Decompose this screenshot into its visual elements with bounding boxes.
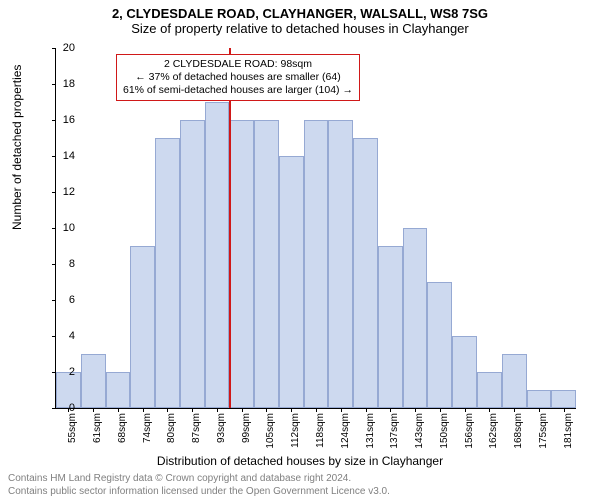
bar — [328, 120, 353, 408]
bar — [205, 102, 230, 408]
x-tick-label: 162sqm — [488, 413, 499, 461]
y-tick-mark — [52, 120, 56, 121]
x-tick-mark — [366, 408, 367, 412]
x-tick-mark — [440, 408, 441, 412]
x-tick-label: 80sqm — [166, 413, 177, 461]
bar — [378, 246, 403, 408]
y-tick-mark — [52, 372, 56, 373]
bar — [130, 246, 155, 408]
annotation-line2: ← 37% of detached houses are smaller (64… — [123, 71, 353, 84]
y-tick-label: 12 — [63, 186, 75, 198]
annotation-line3: 61% of semi-detached houses are larger (… — [123, 84, 353, 97]
y-tick-mark — [52, 84, 56, 85]
x-tick-label: 99sqm — [241, 413, 252, 461]
y-tick-mark — [52, 300, 56, 301]
y-tick-mark — [52, 228, 56, 229]
y-tick-label: 16 — [63, 114, 75, 126]
chart-area: 2 CLYDESDALE ROAD: 98sqm ← 37% of detach… — [55, 48, 575, 408]
bar — [155, 138, 180, 408]
footer-line2: Contains public sector information licen… — [8, 486, 390, 499]
bar — [551, 390, 576, 408]
bar — [279, 156, 304, 408]
y-tick-mark — [52, 192, 56, 193]
x-tick-mark — [291, 408, 292, 412]
x-tick-label: 112sqm — [290, 413, 301, 461]
y-tick-mark — [52, 264, 56, 265]
annotation-box: 2 CLYDESDALE ROAD: 98sqm ← 37% of detach… — [116, 54, 360, 101]
x-tick-label: 150sqm — [439, 413, 450, 461]
y-tick-label: 8 — [69, 258, 75, 270]
x-tick-label: 131sqm — [365, 413, 376, 461]
footer-line1: Contains HM Land Registry data © Crown c… — [8, 473, 390, 486]
y-tick-label: 4 — [69, 330, 75, 342]
bar — [81, 354, 106, 408]
x-tick-label: 181sqm — [563, 413, 574, 461]
bar — [106, 372, 131, 408]
bar — [452, 336, 477, 408]
x-tick-mark — [118, 408, 119, 412]
x-tick-label: 118sqm — [315, 413, 326, 461]
marker-line — [229, 48, 231, 408]
y-tick-label: 10 — [63, 222, 75, 234]
x-tick-label: 74sqm — [142, 413, 153, 461]
y-tick-label: 6 — [69, 294, 75, 306]
x-tick-label: 87sqm — [191, 413, 202, 461]
x-tick-mark — [217, 408, 218, 412]
y-tick-label: 20 — [63, 42, 75, 54]
bar — [353, 138, 378, 408]
bar — [527, 390, 552, 408]
y-axis-label: Number of detached properties — [10, 65, 24, 230]
bar — [304, 120, 329, 408]
bar — [477, 372, 502, 408]
bar — [427, 282, 452, 408]
x-tick-label: 124sqm — [340, 413, 351, 461]
x-tick-mark — [167, 408, 168, 412]
x-tick-label: 105sqm — [265, 413, 276, 461]
plot: 2 CLYDESDALE ROAD: 98sqm ← 37% of detach… — [55, 48, 576, 409]
x-tick-mark — [143, 408, 144, 412]
bar — [403, 228, 428, 408]
y-tick-mark — [52, 48, 56, 49]
y-tick-mark — [52, 336, 56, 337]
bar — [254, 120, 279, 408]
x-tick-mark — [192, 408, 193, 412]
y-tick-mark — [52, 408, 56, 409]
x-tick-mark — [390, 408, 391, 412]
x-tick-mark — [242, 408, 243, 412]
x-tick-label: 61sqm — [92, 413, 103, 461]
x-tick-mark — [415, 408, 416, 412]
y-tick-label: 14 — [63, 150, 75, 162]
bars-container — [56, 48, 576, 408]
x-tick-mark — [93, 408, 94, 412]
y-tick-mark — [52, 156, 56, 157]
x-tick-label: 175sqm — [538, 413, 549, 461]
bar — [229, 120, 254, 408]
bar — [502, 354, 527, 408]
y-tick-label: 18 — [63, 78, 75, 90]
x-tick-label: 93sqm — [216, 413, 227, 461]
x-tick-mark — [539, 408, 540, 412]
x-tick-mark — [266, 408, 267, 412]
x-tick-mark — [514, 408, 515, 412]
x-tick-mark — [316, 408, 317, 412]
x-tick-label: 143sqm — [414, 413, 425, 461]
x-tick-mark — [341, 408, 342, 412]
x-tick-label: 55sqm — [67, 413, 78, 461]
page-title: 2, CLYDESDALE ROAD, CLAYHANGER, WALSALL,… — [0, 0, 600, 21]
x-tick-label: 168sqm — [513, 413, 524, 461]
x-tick-label: 137sqm — [389, 413, 400, 461]
footer: Contains HM Land Registry data © Crown c… — [8, 473, 390, 498]
y-tick-label: 2 — [69, 366, 75, 378]
x-tick-mark — [489, 408, 490, 412]
x-tick-mark — [564, 408, 565, 412]
annotation-line1: 2 CLYDESDALE ROAD: 98sqm — [123, 58, 353, 71]
x-tick-label: 68sqm — [117, 413, 128, 461]
x-tick-mark — [465, 408, 466, 412]
bar — [180, 120, 205, 408]
page-subtitle: Size of property relative to detached ho… — [0, 21, 600, 40]
x-tick-label: 156sqm — [464, 413, 475, 461]
